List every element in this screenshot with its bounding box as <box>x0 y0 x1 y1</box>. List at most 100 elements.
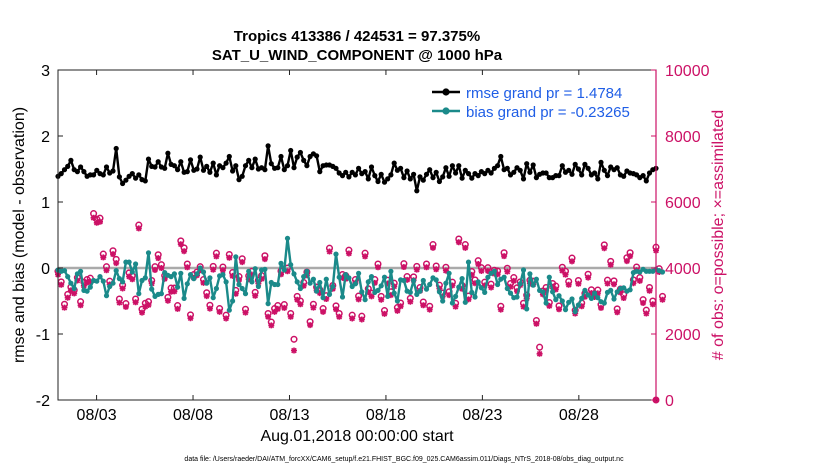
obs-assimilated-marker <box>426 306 433 313</box>
bias-point <box>200 269 207 275</box>
bias-point <box>158 291 164 297</box>
rmse-point <box>566 167 572 173</box>
bias-point <box>78 268 84 274</box>
obs-assimilated-marker <box>611 281 617 288</box>
x-axis-label: Aug.01,2018 00:00:00 start <box>260 428 454 445</box>
rmse-point <box>136 172 142 178</box>
bias-point <box>204 280 210 286</box>
x-tick-label: 08/08 <box>173 407 213 424</box>
rmse-point <box>187 157 194 163</box>
rmse-point <box>103 164 110 170</box>
bias-point <box>582 287 588 293</box>
legend-rmse-marker <box>442 88 450 96</box>
bias-point <box>659 269 666 275</box>
obs-assimilated-marker <box>365 289 372 296</box>
bias-point <box>608 287 614 293</box>
bias-point <box>585 292 591 298</box>
rmse-point <box>582 161 588 167</box>
rmse-point <box>213 172 219 178</box>
rmse-point <box>220 165 226 171</box>
bias-point <box>252 266 258 272</box>
rmse-point <box>94 167 100 173</box>
obs-assimilated-marker <box>472 280 478 287</box>
rmse-point <box>288 147 294 154</box>
bias-point <box>407 289 413 295</box>
obs-assimilated-marker <box>607 261 614 268</box>
bias-point <box>262 266 268 272</box>
rmse-point <box>446 173 452 179</box>
bias-point <box>595 295 601 301</box>
obs-assimilated-marker <box>604 280 611 287</box>
obs-assimilated-marker <box>413 266 420 273</box>
bias-point <box>336 274 342 280</box>
obs-assimilated-marker <box>100 254 107 261</box>
rmse-point <box>401 175 407 181</box>
obs-assimilated-marker <box>430 244 436 251</box>
rmse-point <box>520 176 527 182</box>
obs-assimilated-marker <box>601 245 608 252</box>
rmse-point <box>74 169 80 175</box>
bias-point <box>491 268 497 274</box>
bias-point <box>307 280 313 286</box>
bias-point <box>291 271 297 277</box>
rmse-point <box>517 167 523 173</box>
bias-point <box>472 294 478 300</box>
bias-point <box>281 267 287 273</box>
bias-point <box>314 288 320 294</box>
obs-assimilated-marker <box>307 322 314 329</box>
rmse-point <box>365 176 371 182</box>
bias-point <box>297 285 303 292</box>
bias-point <box>126 259 132 265</box>
obs-assimilated-marker <box>258 275 265 282</box>
obs-assimilated-marker <box>620 295 627 301</box>
x-tick-label: 08/18 <box>366 407 406 424</box>
rmse-point <box>343 169 349 175</box>
bias-point <box>546 274 552 280</box>
bias-point <box>129 269 135 275</box>
rmse-point <box>646 170 653 176</box>
obs-assimilated-marker <box>93 219 100 226</box>
obs-assimilated-marker <box>546 302 553 309</box>
bias-point <box>330 283 336 290</box>
obs-assimilated-marker <box>575 280 582 287</box>
obs-assimilated-marker <box>206 305 213 312</box>
rmse-point <box>614 165 620 171</box>
legend-bias-label: bias grand pr = -0.23265 <box>466 104 630 121</box>
rmse-point <box>178 159 184 165</box>
bias-point <box>320 295 326 301</box>
y-tick-label: 3 <box>41 63 50 80</box>
rmse-point <box>449 163 455 169</box>
bias-point <box>365 279 371 285</box>
legend: rmse grand pr = 1.4784 bias grand pr = -… <box>426 79 652 123</box>
obs-assimilated-marker <box>61 304 68 311</box>
bias-point <box>423 286 430 292</box>
obs-assimilated-marker <box>281 304 288 311</box>
obs-assimilated-marker <box>355 296 362 303</box>
obs-assimilated-marker <box>297 301 304 308</box>
rmse-point <box>246 157 252 163</box>
bias-point <box>520 267 527 273</box>
rmse-point <box>239 173 245 179</box>
bias-point <box>443 280 449 286</box>
rmse-point <box>284 163 291 169</box>
bias-point <box>304 268 310 274</box>
bias-point <box>385 293 391 299</box>
obs-assimilated-marker <box>442 267 449 274</box>
obs-assimilated-marker <box>404 276 411 283</box>
bias-point <box>133 261 139 267</box>
obs-assimilated-marker <box>181 248 188 255</box>
rmse-point <box>381 179 388 185</box>
rmse-point <box>643 178 649 184</box>
obs-assimilated-marker <box>394 307 401 314</box>
y-axis-left-label: rmse and bias (model - observation) <box>11 107 28 363</box>
bias-point <box>449 300 455 306</box>
bias-point <box>333 251 339 257</box>
rmse-point <box>385 176 391 182</box>
obs-assimilated-marker <box>556 306 562 313</box>
rmse-point <box>504 165 510 171</box>
bias-point <box>187 272 194 278</box>
obs-assimilated-marker <box>122 303 129 310</box>
rmse-point <box>640 173 646 179</box>
bias-point <box>417 288 423 294</box>
obs-assimilated-marker <box>239 259 246 266</box>
